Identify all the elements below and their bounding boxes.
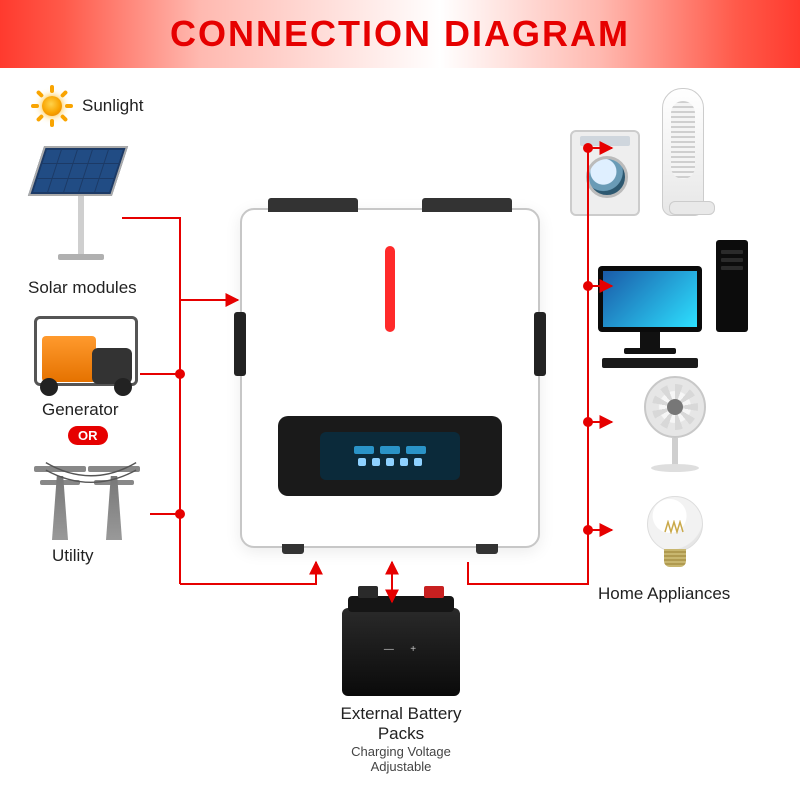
battery-sub: Charging Voltage Adjustable [326,744,476,774]
utility-label: Utility [52,546,94,566]
battery-icon: — + [342,608,460,696]
home-appliances-label: Home Appliances [598,584,730,604]
sunlight-block: Sunlight [32,86,143,126]
solar-module-block [36,146,126,260]
solar-panel-icon [28,146,128,196]
appliance-computer [598,240,778,368]
header: CONNECTION DIAGRAM [0,0,800,68]
appliance-bulb [630,496,720,552]
appliance-desk-fan [620,376,730,472]
battery-label: External Battery Packs [326,704,476,744]
pc-tower-icon [716,240,748,332]
monitor-icon [598,266,702,332]
page: CONNECTION DIAGRAM Sunlight [0,0,800,800]
sun-icon [32,86,72,126]
inverter-icon [240,208,540,548]
desk-fan-icon [644,376,706,438]
sunlight-label: Sunlight [82,96,143,116]
generator-icon [30,312,142,390]
appliance-washer-fan [570,88,750,216]
utility-block [26,448,156,540]
washing-machine-icon [570,130,640,216]
keyboard-icon [602,358,698,368]
diagram-stage: Sunlight Solar modules Generator [0,68,800,800]
or-badge: OR [68,426,108,445]
battery-block: — + External Battery Packs Charging Volt… [326,608,476,774]
generator-label: Generator [42,400,119,420]
utility-towers-icon [26,448,156,540]
tower-fan-icon [662,88,704,216]
page-title: CONNECTION DIAGRAM [170,13,630,55]
light-bulb-icon [647,496,703,552]
generator-block [30,312,150,390]
solar-label: Solar modules [28,278,137,298]
inverter-block [240,208,540,548]
